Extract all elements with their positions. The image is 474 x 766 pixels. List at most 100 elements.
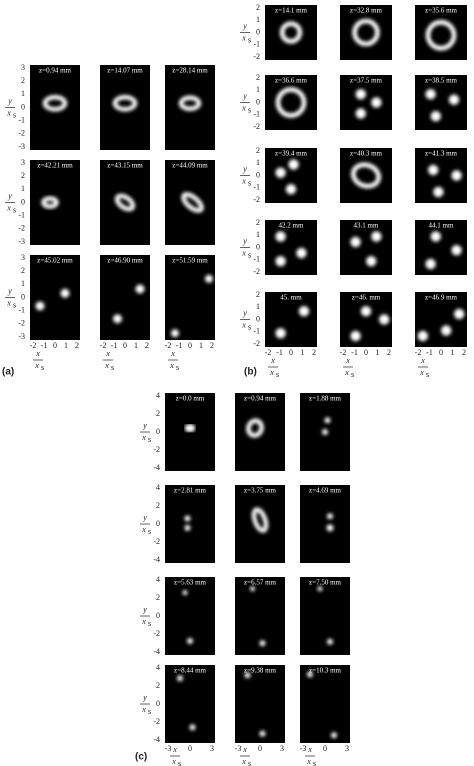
beam-spot	[433, 186, 444, 198]
y-tick-label: 1	[21, 184, 25, 193]
beam-spot	[451, 170, 462, 181]
axis-label-sub: s	[248, 178, 251, 187]
beam-ring	[425, 19, 457, 51]
x-tick-label: 1	[376, 348, 380, 357]
panel-label: (a)	[2, 367, 14, 378]
x-tick-label: 1	[301, 348, 305, 357]
frame-label: z=45.02 mm	[37, 257, 73, 265]
y-tick-label: 1	[256, 85, 260, 94]
y-tick-label: -1	[18, 115, 25, 124]
beam-spot	[275, 167, 286, 178]
y-tick-label: 3	[21, 158, 25, 167]
frame-label: z=32.8 mm	[350, 7, 382, 15]
axis-label-num: x	[105, 349, 110, 358]
frame: z=28.14 mm	[165, 65, 215, 150]
frame-label: z=42.21 mm	[37, 162, 73, 170]
beam-spot	[327, 638, 333, 645]
y-tick-label: -2	[18, 129, 25, 138]
frame: z=41.3 mm	[415, 148, 467, 203]
beam-spot	[355, 108, 366, 119]
beam-spot	[184, 524, 191, 531]
y-tick-label: 4	[156, 391, 160, 400]
frame: z=5.63 mm	[165, 577, 215, 655]
y-tick-label: 0	[156, 611, 160, 620]
frame-label: z=40.3 mm	[350, 150, 382, 158]
axis-label-den: x	[34, 361, 39, 370]
beam-ring	[112, 95, 138, 112]
frame-label: z=38.5 mm	[425, 77, 457, 85]
beam-spot	[244, 672, 251, 679]
axis-label-num: x	[345, 356, 350, 365]
axis-label-num: x	[170, 349, 175, 358]
beam-spot	[259, 730, 266, 737]
axis-label-den: x	[241, 248, 246, 257]
axis-label-sub: s	[41, 363, 44, 372]
frame: z=38.5 mm	[415, 75, 467, 130]
y-tick-label: 0	[21, 102, 25, 111]
frame-label: z=41.3 mm	[425, 150, 457, 158]
beam-spot	[451, 245, 462, 256]
frame: z=1.88 mm	[300, 393, 350, 471]
frame-image	[300, 577, 350, 655]
y-tick-label: 1	[256, 230, 260, 239]
frame-label: z=14.07 mm	[107, 67, 143, 75]
beam-spot	[324, 417, 331, 424]
frame: z=40.3 mm	[340, 148, 392, 203]
y-tick-label: -1	[253, 255, 260, 264]
beam-spot	[135, 284, 145, 294]
frame-image	[415, 5, 467, 60]
x-tick-label: -2	[415, 348, 422, 357]
x-tick-label: 2	[462, 348, 466, 357]
beam-spot	[298, 306, 310, 317]
y-tick-label: 3	[21, 253, 25, 262]
y-tick-label: 2	[256, 3, 260, 12]
y-tick-label: -1	[253, 110, 260, 119]
x-tick-label: -3	[300, 744, 307, 753]
y-tick-label: 2	[256, 218, 260, 227]
axis-label-sub: s	[276, 370, 279, 379]
frame: z=46.9 mm	[415, 292, 467, 347]
beam-ring	[42, 95, 68, 112]
frame: z=0.94 mm	[30, 65, 80, 150]
axis-label-den: x	[169, 361, 174, 370]
frame-image	[165, 485, 215, 563]
frame: z=14.1 mm	[265, 5, 317, 60]
axis-label-den: x	[269, 368, 274, 377]
beam-spot	[171, 329, 179, 338]
axis-label-sub: s	[248, 759, 251, 766]
y-tick-label: 0	[156, 699, 160, 708]
axis-label-den: x	[241, 320, 246, 329]
axis-label-sub: s	[13, 300, 16, 309]
frame-image	[100, 255, 150, 340]
beam-spot	[205, 274, 213, 283]
beam-spot	[441, 325, 452, 336]
axis-label-den: x	[6, 108, 11, 117]
axis-label-sub: s	[351, 370, 354, 379]
axis-label-sub: s	[176, 363, 179, 372]
beam-spot	[355, 89, 366, 100]
beam-spot	[366, 256, 377, 267]
y-tick-label: 0	[21, 292, 25, 301]
frame-image	[340, 220, 392, 275]
beam-spot	[177, 675, 183, 682]
axis-label-num: y	[242, 164, 247, 173]
frame: z=46. mm	[340, 292, 392, 347]
frame: z=35.6 mm	[415, 5, 467, 60]
y-tick-label: -1	[253, 183, 260, 192]
frame: z=3.75 mm	[235, 485, 285, 563]
frame-image	[300, 665, 350, 743]
x-tick-label: -2	[165, 341, 172, 350]
beam-ring	[352, 18, 380, 47]
frame-image	[340, 5, 392, 60]
axis-label-num: x	[420, 356, 425, 365]
axis-label-den: x	[104, 361, 109, 370]
y-tick-label: -3	[18, 237, 25, 246]
y-tick-label: 4	[156, 575, 160, 584]
beam-spot	[430, 231, 441, 242]
y-tick-label: 2	[256, 290, 260, 299]
frame: z=14.07 mm	[100, 65, 150, 150]
frame-label: z=4.69 mm	[309, 487, 341, 495]
frame-image	[165, 160, 215, 245]
beam-spot	[425, 258, 436, 270]
frame-label: z=3.75 mm	[244, 487, 276, 495]
